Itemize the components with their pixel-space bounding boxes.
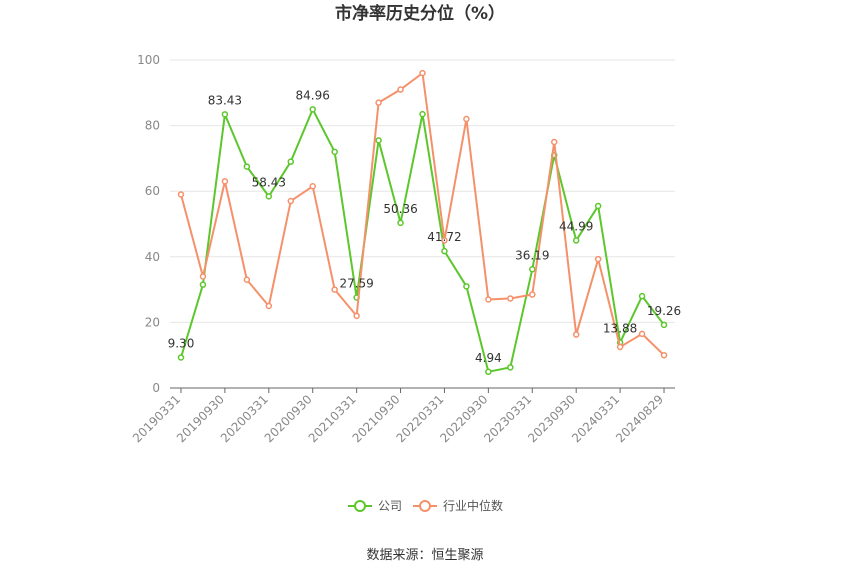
data-label: 58.43 <box>252 175 286 189</box>
legend-industry-marker <box>419 500 431 512</box>
data-point[interactable] <box>331 148 338 156</box>
series-line-company <box>180 108 665 373</box>
data-label: 4.94 <box>475 351 502 365</box>
data-point[interactable] <box>463 115 470 123</box>
data-point[interactable] <box>199 273 207 280</box>
data-point[interactable] <box>529 266 536 273</box>
data-label: 84.96 <box>296 88 330 102</box>
data-point[interactable] <box>375 137 382 144</box>
data-point[interactable] <box>375 99 382 106</box>
grid <box>170 59 675 323</box>
x-axis: 2019033120190930202003312020093020210331… <box>130 387 675 445</box>
data-label: 9.30 <box>168 336 195 350</box>
chart-title: 市净率历史分位（%） <box>335 3 505 24</box>
data-label: 27.59 <box>339 277 373 291</box>
data-label: 36.19 <box>515 248 549 262</box>
data-point[interactable] <box>638 330 646 338</box>
data-point[interactable] <box>199 281 207 288</box>
data-point[interactable] <box>441 247 448 255</box>
data-point[interactable] <box>353 312 360 320</box>
data-point[interactable] <box>660 321 668 329</box>
y-tick-label: 20 <box>145 315 160 329</box>
data-label: 41.72 <box>427 230 461 244</box>
data-point[interactable] <box>177 191 185 198</box>
data-point[interactable] <box>660 351 668 359</box>
data-point[interactable] <box>397 86 404 93</box>
data-point[interactable] <box>572 237 580 244</box>
data-point[interactable] <box>243 163 251 170</box>
data-point[interactable] <box>572 331 580 338</box>
data-point[interactable] <box>463 283 470 290</box>
data-point[interactable] <box>287 158 295 165</box>
data-point[interactable] <box>594 202 602 210</box>
data-point[interactable] <box>265 302 273 310</box>
data-point[interactable] <box>419 110 426 118</box>
data-point[interactable] <box>265 193 273 200</box>
legend[interactable]: 公司 行业中位数 <box>348 498 503 513</box>
data-label: 50.36 <box>383 202 417 216</box>
data-point[interactable] <box>309 106 316 113</box>
legend-industry-label: 行业中位数 <box>443 498 503 513</box>
data-label: 13.88 <box>603 321 637 335</box>
data-point[interactable] <box>243 276 251 284</box>
legend-company-marker <box>354 500 366 512</box>
y-tick-label: 60 <box>145 184 160 198</box>
data-point[interactable] <box>507 364 514 371</box>
legend-company-label: 公司 <box>378 499 402 513</box>
data-point[interactable] <box>616 343 624 351</box>
legend-item-industry-median[interactable]: 行业中位数 <box>413 498 503 513</box>
data-point[interactable] <box>550 138 558 146</box>
y-axis: 0 20 40 60 80 100 <box>137 53 160 395</box>
data-point[interactable] <box>485 296 492 303</box>
data-label: 44.99 <box>559 219 593 233</box>
data-point[interactable] <box>221 111 229 118</box>
y-tick-label: 100 <box>137 53 160 67</box>
data-label: 83.43 <box>208 93 242 107</box>
data-point[interactable] <box>638 292 646 300</box>
y-tick-label: 80 <box>145 119 160 133</box>
data-point[interactable] <box>507 295 514 302</box>
x-tick-label: 20240829 <box>613 392 666 445</box>
data-labels: 9.30 83.43 58.43 84.96 27.59 50.36 41.72 4.94 36… <box>168 88 682 364</box>
data-point[interactable] <box>594 255 602 263</box>
data-point[interactable] <box>331 286 338 293</box>
legend-item-company[interactable]: 公司 <box>348 499 402 513</box>
data-point[interactable] <box>485 368 492 376</box>
data-point[interactable] <box>221 178 229 185</box>
y-tick-label: 40 <box>145 250 160 264</box>
source-note: 数据来源：恒生聚源 <box>366 548 483 563</box>
y-tick-label: 0 <box>152 381 160 395</box>
data-point[interactable] <box>419 69 426 77</box>
data-point[interactable] <box>397 219 404 227</box>
data-point[interactable] <box>177 354 185 361</box>
series-group <box>177 69 668 376</box>
data-label: 19.26 <box>647 304 681 318</box>
data-point[interactable] <box>287 197 295 205</box>
data-point[interactable] <box>441 237 448 244</box>
data-point[interactable] <box>309 183 316 190</box>
data-point[interactable] <box>529 291 536 298</box>
